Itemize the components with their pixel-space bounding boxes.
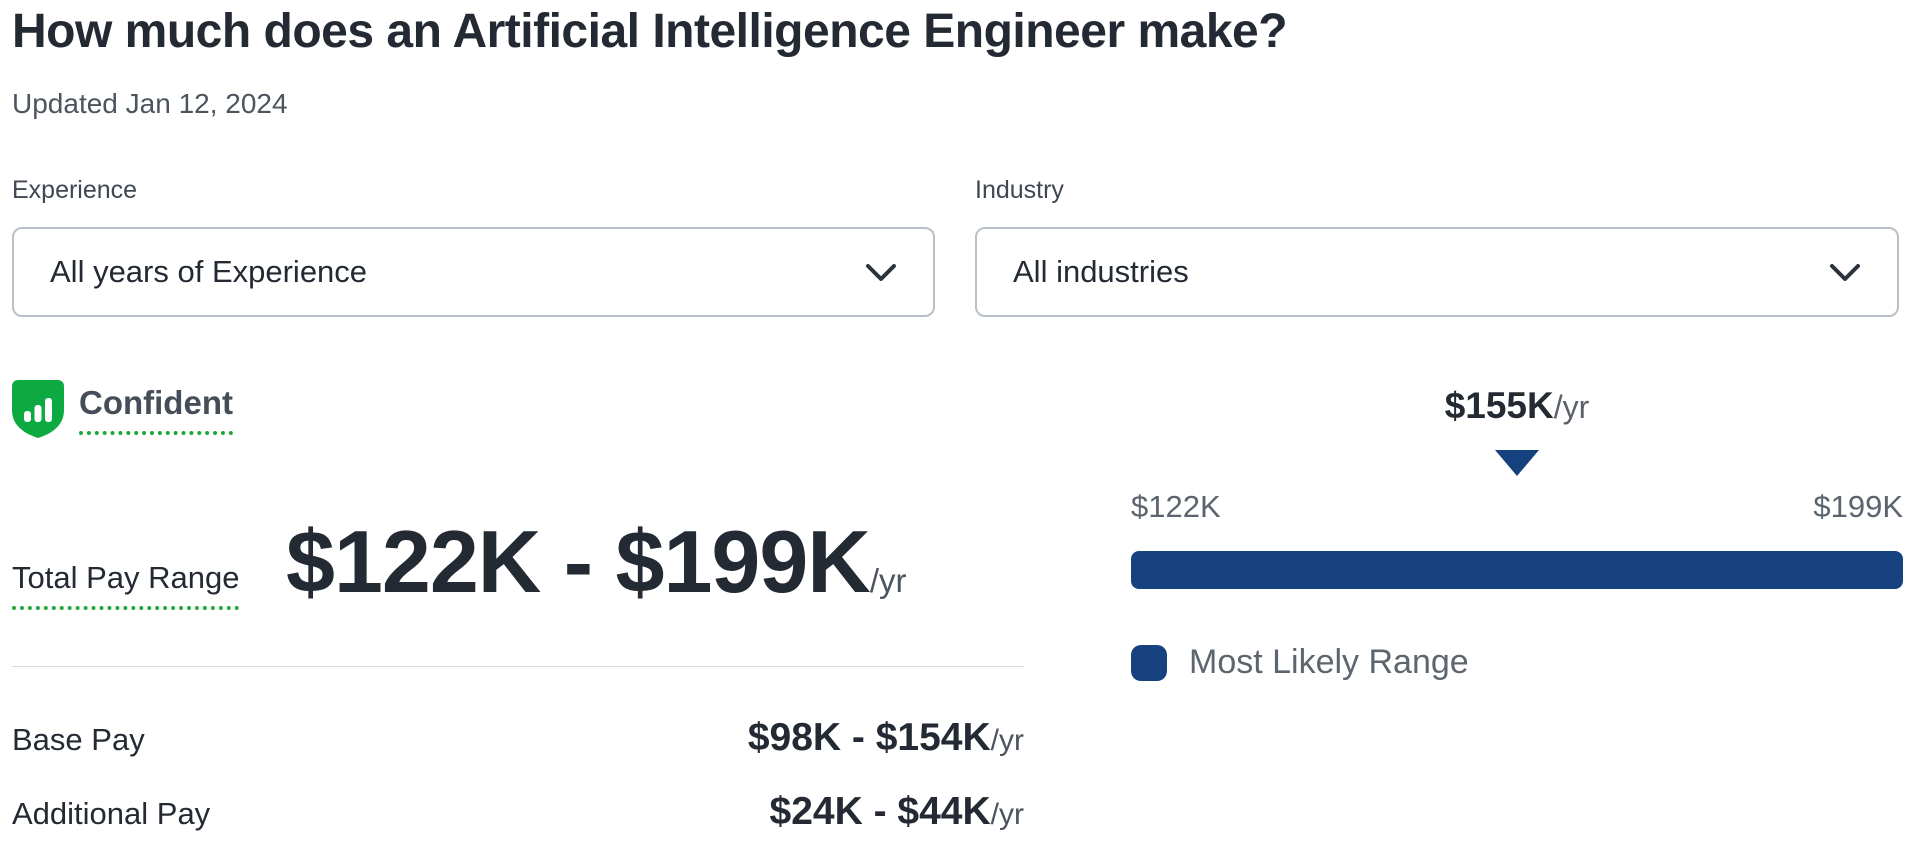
base-pay-value: $98K - $154K/yr (747, 716, 1024, 759)
confidence-label: Confident (79, 384, 233, 435)
industry-select[interactable]: All industries (975, 227, 1899, 317)
chevron-down-icon (1829, 263, 1861, 282)
chevron-down-icon (865, 263, 897, 282)
total-pay-range-value: $122K - $199K/yr (286, 512, 907, 611)
experience-select-value: All years of Experience (50, 254, 368, 289)
pay-breakdown: Base Pay $98K - $154K/yr Additional Pay … (12, 716, 1024, 864)
legend-swatch-icon (1131, 644, 1167, 681)
per-year-suffix: /yr (990, 724, 1024, 757)
experience-select[interactable]: All years of Experience (12, 227, 935, 317)
experience-filter-label: Experience (12, 176, 138, 204)
median-pay-label: $155K/yr (1444, 385, 1590, 426)
per-year-suffix: /yr (990, 798, 1024, 831)
divider (12, 666, 1024, 667)
industry-filter: Industry All industries (975, 176, 1899, 317)
additional-pay-value: $24K - $44K/yr (769, 790, 1024, 833)
shield-chart-icon (12, 380, 64, 438)
range-min-label: $122K (1131, 489, 1221, 524)
chart-legend: Most Likely Range (1131, 643, 1469, 682)
base-pay-row: Base Pay $98K - $154K/yr (12, 716, 1024, 790)
industry-select-value: All industries (1013, 254, 1189, 289)
confidence-badge[interactable]: Confident (12, 380, 233, 438)
page-title: How much does an Artificial Intelligence… (12, 5, 1288, 58)
experience-filter: Experience All years of Experience (12, 176, 935, 317)
industry-filter-label: Industry (975, 176, 1064, 204)
additional-pay-label: Additional Pay (12, 796, 211, 831)
per-year-suffix: /yr (1553, 389, 1590, 425)
most-likely-range-bar (1131, 551, 1903, 589)
legend-label: Most Likely Range (1189, 643, 1469, 681)
per-year-suffix: /yr (869, 562, 907, 599)
median-marker-triangle-icon (1495, 450, 1539, 476)
range-axis-labels: $122K $199K (1131, 489, 1903, 525)
range-max-label: $199K (1813, 489, 1903, 524)
updated-date: Updated Jan 12, 2024 (12, 88, 288, 119)
base-pay-label: Base Pay (12, 722, 145, 757)
additional-pay-row: Additional Pay $24K - $44K/yr (12, 790, 1024, 864)
total-pay-range-label[interactable]: Total Pay Range (12, 560, 240, 610)
